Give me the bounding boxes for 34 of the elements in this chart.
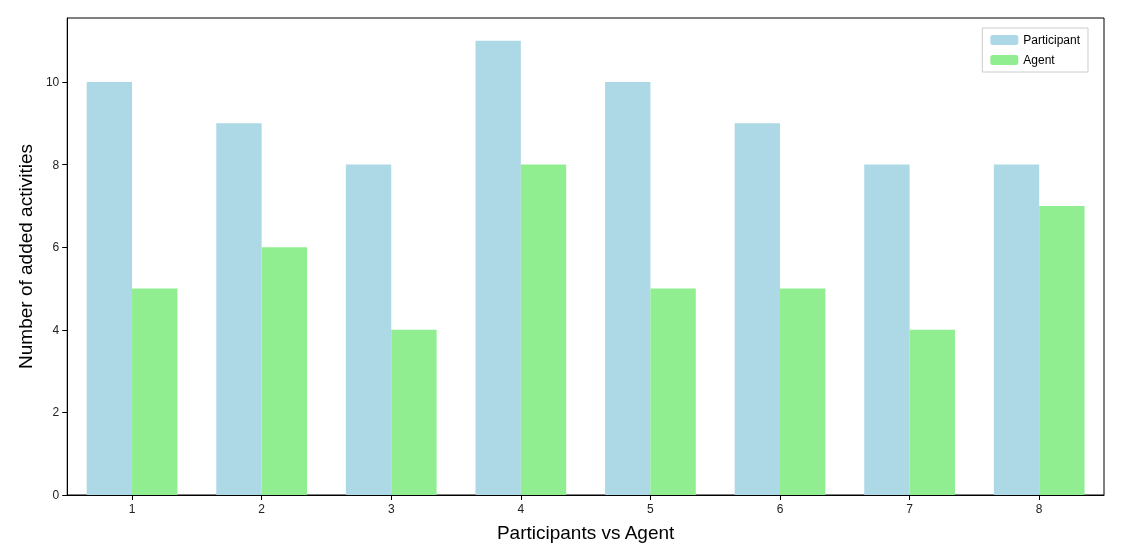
bar: [864, 164, 910, 495]
x-tick-label: 7: [906, 502, 914, 516]
bar: [132, 288, 178, 495]
bar: [216, 123, 262, 495]
y-tick-label: 2: [52, 405, 60, 420]
bar: [86, 82, 133, 495]
y-tick-label: 4: [52, 322, 60, 337]
x-tick-label: 3: [387, 502, 395, 516]
bar: [475, 40, 521, 495]
bar: [993, 164, 1040, 495]
x-tick-label: 2: [258, 502, 266, 516]
x-tick-label: 8: [1035, 502, 1043, 516]
y-tick-label: 0: [52, 488, 60, 502]
x-tick-label: 4: [517, 502, 525, 516]
x-tick-label: 6: [776, 502, 784, 516]
y-tick-label: 10: [45, 75, 60, 90]
bar: [520, 164, 567, 495]
y-tick-label: 8: [52, 157, 60, 172]
bar: [391, 329, 437, 495]
y-tick-label: 6: [52, 240, 60, 255]
bar: [1039, 205, 1085, 495]
bar: [780, 288, 826, 495]
y-axis-title: Number of added activities: [15, 144, 36, 369]
legend-label: Agent: [1023, 53, 1056, 67]
bar: [734, 123, 781, 495]
legend-label: Participant: [1023, 33, 1081, 47]
bar: [650, 288, 696, 495]
bar: [345, 164, 392, 495]
x-tick-label: 1: [128, 502, 136, 516]
x-tick-label: 5: [647, 502, 655, 516]
x-axis-title: Participants vs Agent: [496, 522, 676, 543]
bar: [261, 247, 307, 495]
bar: [909, 329, 955, 495]
bar: [605, 82, 651, 495]
